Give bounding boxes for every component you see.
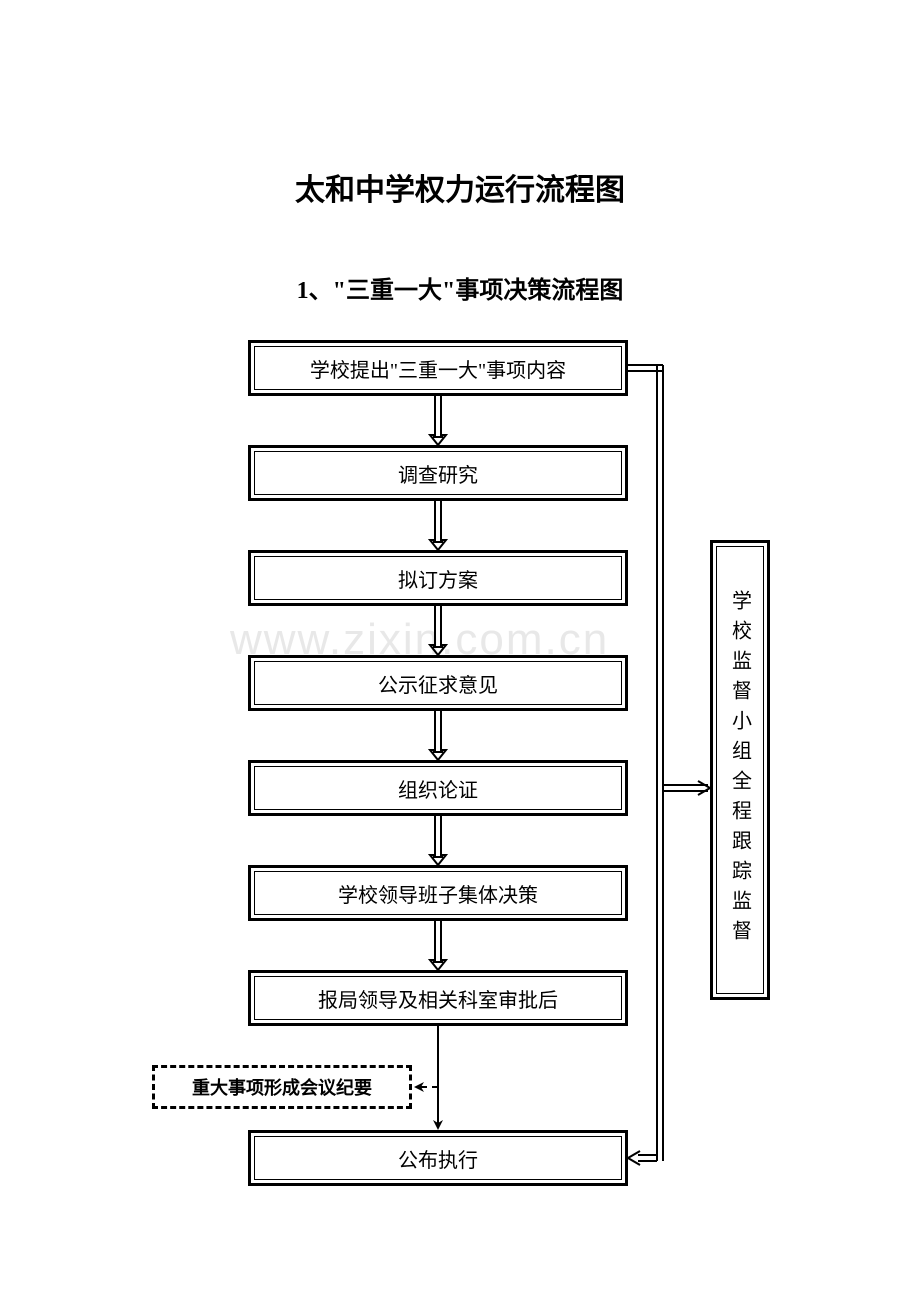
dashed-node-label: 重大事项形成会议纪要 [192,1074,372,1100]
flow-node-3: 拟订方案 [248,550,628,606]
flow-node-8-label: 公布执行 [398,1144,478,1173]
flow-node-7-label: 报局领导及相关科室审批后 [318,984,558,1013]
flow-node-4: 公示征求意见 [248,655,628,711]
dashed-node: 重大事项形成会议纪要 [152,1065,412,1109]
flow-node-2: 调查研究 [248,445,628,501]
flow-node-8: 公布执行 [248,1130,628,1186]
subtitle: 1、"三重一大"事项决策流程图 [0,270,920,305]
flow-node-1: 学校提出"三重一大"事项内容 [248,340,628,396]
flow-node-5: 组织论证 [248,760,628,816]
flow-node-5-label: 组织论证 [398,774,478,803]
flow-node-6: 学校领导班子集体决策 [248,865,628,921]
side-supervision-label: 学校监督小组全程跟踪监督 [726,590,755,950]
flow-node-2-label: 调查研究 [398,459,478,488]
flow-node-3-label: 拟订方案 [398,564,478,593]
flow-node-6-label: 学校领导班子集体决策 [338,879,538,908]
page-title: 太和中学权力运行流程图 [0,165,920,209]
flow-node-1-label: 学校提出"三重一大"事项内容 [310,354,566,383]
flow-node-4-label: 公示征求意见 [378,669,498,698]
side-supervision-box: 学校监督小组全程跟踪监督 [710,540,770,1000]
flow-node-7: 报局领导及相关科室审批后 [248,970,628,1026]
